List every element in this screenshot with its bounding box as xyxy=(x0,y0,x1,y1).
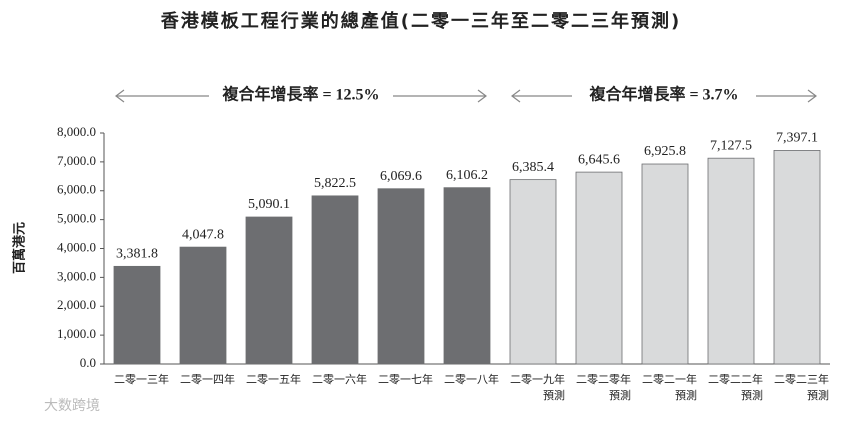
chart-title: 香港模板工程行業的總產值(二零一三年至二零二三年預測) xyxy=(160,10,681,32)
bar xyxy=(443,187,491,365)
value-label: 6,925.8 xyxy=(644,144,686,159)
watermark: 大数跨境 xyxy=(44,398,100,414)
arrow-head xyxy=(511,89,521,103)
bar xyxy=(245,216,293,365)
value-label: 6,645.6 xyxy=(578,152,620,167)
y-tick-label: 7,000.0 xyxy=(57,153,96,168)
bar xyxy=(113,265,161,365)
bar xyxy=(575,171,623,365)
y-tick-label: 1,000.0 xyxy=(57,326,96,341)
value-label: 5,090.1 xyxy=(248,197,290,212)
y-tick-label: 8,000.0 xyxy=(57,124,96,139)
bar xyxy=(773,150,821,365)
y-tick-label: 2,000.0 xyxy=(57,297,96,312)
x-tick-label: 二零一四年 xyxy=(180,373,235,386)
value-label: 6,385.4 xyxy=(512,160,554,175)
x-tick-label: 二零二一年 預測 xyxy=(642,373,697,402)
value-label: 6,069.6 xyxy=(380,169,422,184)
y-tick-label: 6,000.0 xyxy=(57,182,96,197)
arrow-head xyxy=(115,89,125,103)
x-tick-label: 二零一三年 xyxy=(114,373,169,386)
x-tick-label: 二零一五年 xyxy=(246,373,301,386)
value-label: 7,397.1 xyxy=(776,131,818,146)
value-label: 3,381.8 xyxy=(116,247,158,262)
bar xyxy=(377,188,425,365)
annotation: 複合年增長率 = 12.5% xyxy=(221,85,379,104)
arrow-head xyxy=(477,89,487,103)
annotation: 複合年增長率 = 3.7% xyxy=(588,85,738,104)
x-tick-label: 二零一八年 xyxy=(444,373,499,386)
x-tick-label: 二零一七年 xyxy=(378,373,433,386)
annotation-bg xyxy=(572,84,756,108)
y-tick-label: 4,000.0 xyxy=(57,239,96,254)
value-label: 5,822.5 xyxy=(314,176,356,191)
value-label: 4,047.8 xyxy=(182,227,224,242)
y-axis-label: 百萬港元 xyxy=(12,222,28,274)
y-tick-label: 5,000.0 xyxy=(57,211,96,226)
annotation-bg xyxy=(209,84,393,108)
value-label: 6,106.2 xyxy=(446,168,488,183)
x-tick-label: 二零二三年 預測 xyxy=(774,373,829,402)
value-label: 7,127.5 xyxy=(710,138,752,153)
x-tick-label: 二零二零年 預測 xyxy=(576,373,631,402)
x-tick-label: 二零二二年 預測 xyxy=(708,373,763,402)
y-tick-label: 3,000.0 xyxy=(57,268,96,283)
bar xyxy=(641,163,689,365)
bar xyxy=(509,179,557,365)
bar xyxy=(311,195,359,365)
bar xyxy=(707,157,755,365)
y-tick-label: 0.0 xyxy=(80,355,96,370)
x-tick-label: 二零一六年 xyxy=(312,373,367,386)
bar xyxy=(179,246,227,365)
x-tick-label: 二零一九年 預測 xyxy=(510,373,565,402)
arrow-head xyxy=(807,89,817,103)
